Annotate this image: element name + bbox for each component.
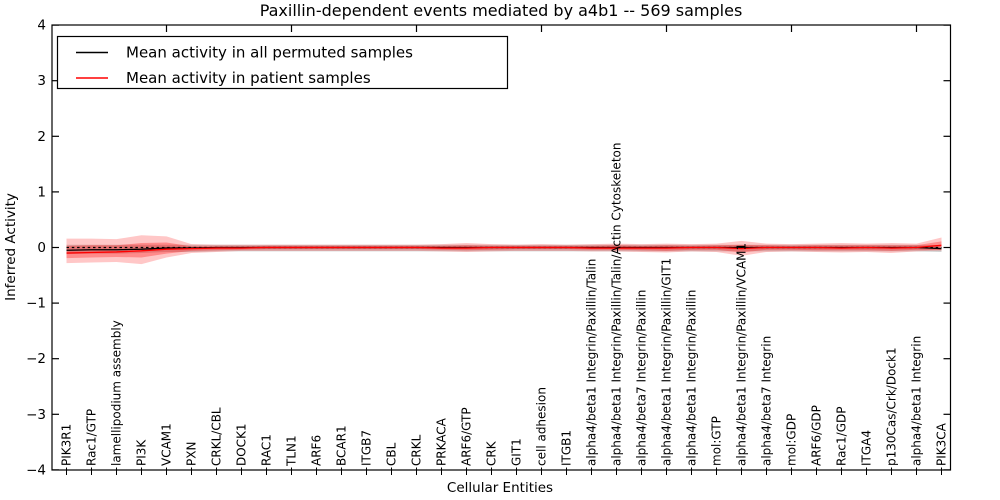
x-category-label: CBL <box>385 442 399 466</box>
y-tick-label: 0 <box>37 240 46 256</box>
y-tick-label: 2 <box>37 129 46 145</box>
x-category-label: alpha4/beta7 Integrin <box>760 336 774 466</box>
y-axis-label: Inferred Activity <box>3 193 19 301</box>
x-category-label: alpha4/beta1 Integrin/Paxillin <box>685 290 699 466</box>
x-category-label: cell adhesion <box>535 387 549 466</box>
legend-label-patient-samples: Mean activity in patient samples <box>126 69 371 87</box>
x-category-label: PXN <box>185 442 199 466</box>
x-category-label: TLN1 <box>285 435 299 467</box>
series-line-layer <box>66 244 942 254</box>
x-category-label: ARF6/GDP <box>810 405 824 466</box>
y-tick-label: 3 <box>37 73 46 89</box>
y-tick-label: −3 <box>26 407 46 423</box>
y-tick-label: −4 <box>26 462 46 478</box>
x-category-label: alpha4/beta1 Integrin/Paxillin/Talin <box>585 259 599 466</box>
chart-title: Paxillin-dependent events mediated by a4… <box>260 1 743 20</box>
x-category-label: p130Cas/Crk/Dock1 <box>885 347 899 466</box>
x-category-label: alpha4/beta7 Integrin/Paxillin <box>635 290 649 466</box>
x-category-label: RAC1 <box>260 434 274 466</box>
x-category-label: Rac1/GTP <box>85 409 99 466</box>
x-category-label: ITGB7 <box>360 430 374 466</box>
x-category-label: ARF6 <box>310 435 324 466</box>
x-category-label: GIT1 <box>510 438 524 466</box>
x-category-label: alpha4/beta1 Integrin/Paxillin/VCAM1 <box>735 243 749 466</box>
series-line <box>66 244 942 254</box>
x-category-label: CRK <box>485 440 499 466</box>
legend-box <box>56 35 509 90</box>
x-category-label: ITGA4 <box>860 430 874 466</box>
x-category-label: mol:GTP <box>710 416 724 466</box>
y-tick-label: −2 <box>26 351 46 367</box>
y-tick-label: −1 <box>26 296 46 312</box>
x-category-label: ITGB1 <box>560 430 574 466</box>
legend: Mean activity in all permuted samples Me… <box>56 35 509 90</box>
x-category-label: alpha4/beta1 Integrin/Paxillin/Talin/Act… <box>610 143 624 466</box>
x-category-label: CRKL <box>410 434 424 466</box>
x-axis-label: Cellular Entities <box>447 480 553 496</box>
x-category-label: PRKACA <box>435 417 449 466</box>
x-category-label: PIK3CA <box>935 422 949 466</box>
x-category-label: VCAM1 <box>160 423 174 466</box>
x-category-label: alpha4/beta1 Integrin <box>910 336 924 466</box>
x-category-label: PI3K <box>135 439 149 466</box>
y-tick-labels: −4 −3 −2 −1 0 1 2 3 4 <box>26 18 46 479</box>
patient-samples-spread-outer-band <box>66 235 942 265</box>
y-tick-label: 1 <box>37 184 46 200</box>
x-category-label: BCAR1 <box>335 425 349 466</box>
x-category-label: CRKL/CBL <box>210 407 224 466</box>
x-category-label: DOCK1 <box>235 423 249 466</box>
x-category-label: lamellipodium assembly <box>110 320 124 466</box>
x-category-label: PIK3R1 <box>60 424 74 466</box>
x-category-label: alpha4/beta1 Integrin/Paxillin/GIT1 <box>660 258 674 466</box>
x-category-label: mol:GDP <box>785 414 799 466</box>
patient-samples-spread-inner-band <box>66 241 942 259</box>
x-category-label: Rac1/GDP <box>835 407 849 466</box>
tick-layer <box>52 24 951 475</box>
y-tick-label: 4 <box>37 18 46 34</box>
x-category-label: ARF6/GTP <box>460 407 474 466</box>
legend-label-permuted-samples: Mean activity in all permuted samples <box>126 44 413 62</box>
x-category-labels: PIK3R1 Rac1/GTP lamellipodium assembly PI3K… <box>60 143 949 467</box>
